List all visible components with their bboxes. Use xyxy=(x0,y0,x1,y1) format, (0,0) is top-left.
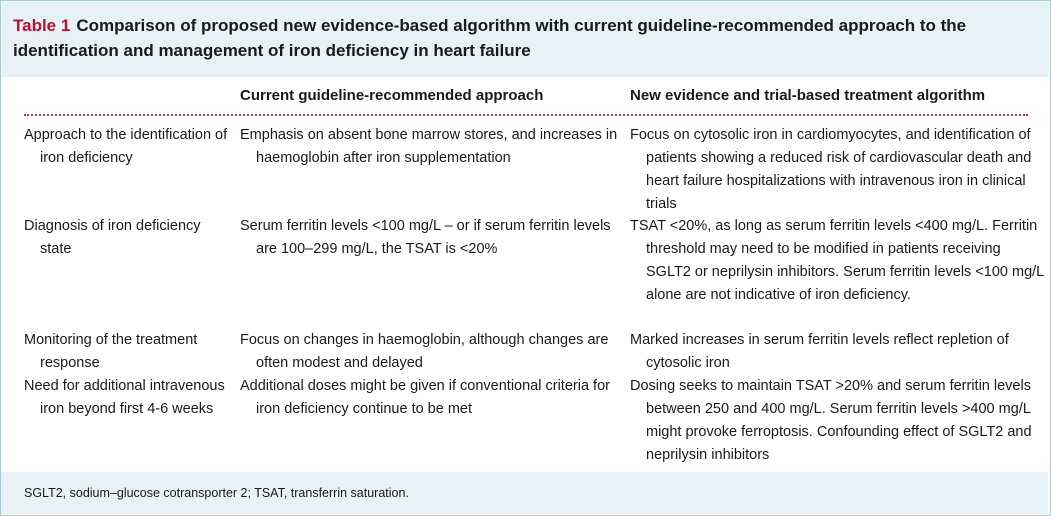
row-1-current: Emphasis on absent bone marrow stores, a… xyxy=(240,127,618,166)
table-caption: Comparison of proposed new evidence-base… xyxy=(13,16,967,60)
row-3-current: Focus on changes in haemoglobin, althoug… xyxy=(240,332,609,371)
row-4-aspect: Need for additional intravenous iron bey… xyxy=(24,378,225,417)
table-number: Table 1 xyxy=(13,16,71,35)
row-3-new: Marked increases in serum ferritin level… xyxy=(630,332,1009,371)
title-band xyxy=(2,2,1049,77)
row-1-aspect: Approach to the identification of iron d… xyxy=(24,127,228,166)
row-4-new: Dosing seeks to maintain TSAT >20% and s… xyxy=(630,378,1032,463)
row-2-aspect: Diagnosis of iron deficiency state xyxy=(24,218,201,257)
row-4-current: Additional doses might be given if conve… xyxy=(240,378,610,417)
row-3-aspect: Monitoring of the treatment response xyxy=(24,332,198,371)
row-2-current: Serum ferritin levels <100 mg/L – or if … xyxy=(240,218,611,257)
header-current-approach: Current guideline-recommended approach xyxy=(240,87,544,104)
header-divider xyxy=(24,114,1028,116)
table-footnote: SGLT2, sodium–glucose cotransporter 2; T… xyxy=(24,486,409,500)
header-new-algorithm: New evidence and trial-based treatment a… xyxy=(630,87,986,104)
footnote-band xyxy=(1,472,1048,514)
row-2-new: TSAT <20%, as long as serum ferritin lev… xyxy=(630,218,1044,303)
row-1-new: Focus on cytosolic iron in cardiomyocyte… xyxy=(630,127,1032,212)
table-title: Table 1 Comparison of proposed new eviden… xyxy=(13,13,1043,63)
